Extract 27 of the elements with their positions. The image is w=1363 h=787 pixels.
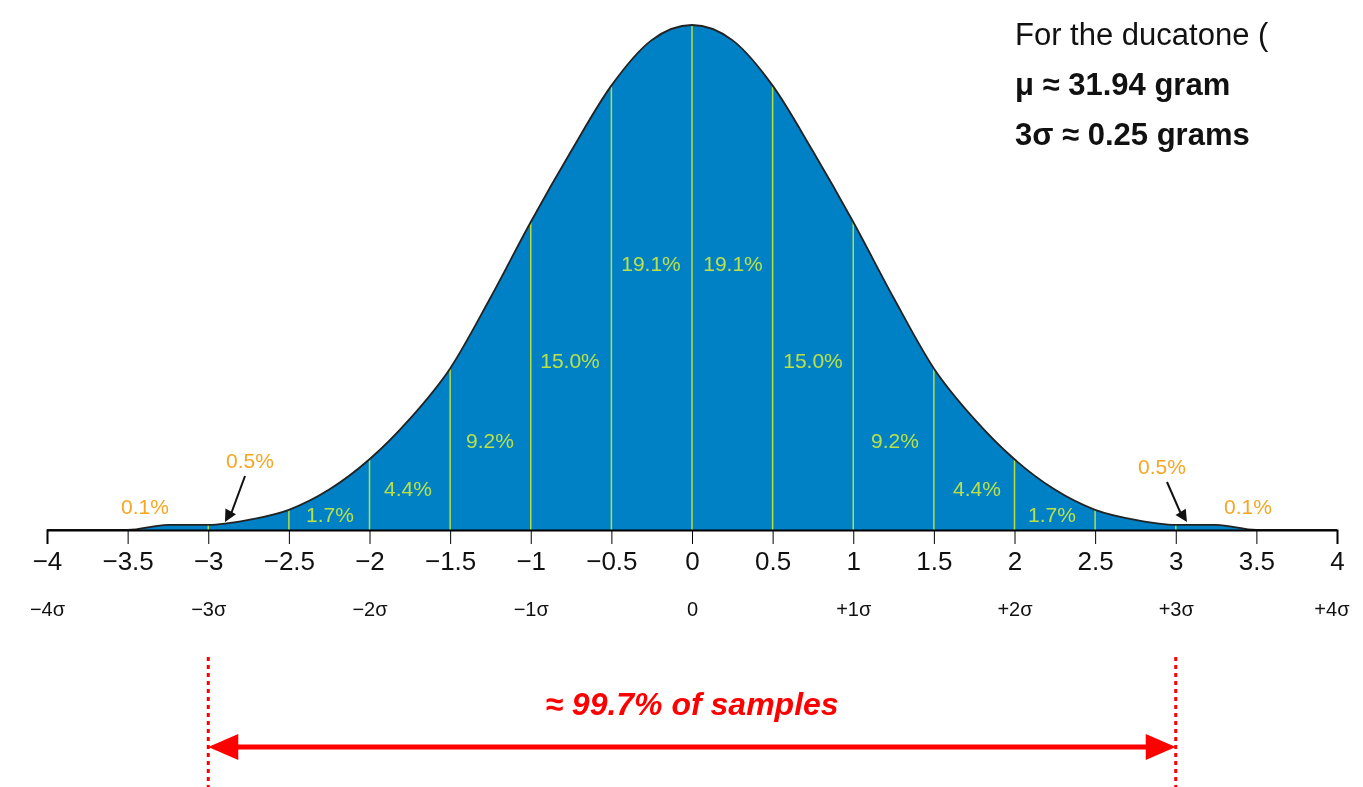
x-tick-label: 2 bbox=[1007, 546, 1023, 577]
x-tick-label: 0 bbox=[685, 546, 700, 577]
x-tick-label: 1.5 bbox=[916, 546, 953, 577]
x-tick-label: 3.5 bbox=[1238, 546, 1275, 577]
x-tick-label: 1 bbox=[846, 546, 861, 577]
x-tick-label: −0.5 bbox=[586, 546, 638, 577]
x-tick-label: −2 bbox=[355, 546, 385, 577]
x2-tick-label: −1σ bbox=[513, 598, 550, 621]
text: ≈ 99.7% of samples bbox=[545, 686, 839, 722]
x-tick-label: −1.5 bbox=[424, 546, 477, 577]
x-tick-label: −2.5 bbox=[263, 546, 316, 577]
x2-tick-label: −4σ bbox=[29, 598, 66, 621]
x2-tick-label: +2σ bbox=[997, 598, 1034, 621]
x-tick-label: 3 bbox=[1169, 546, 1184, 577]
x2-tick-label: −2σ bbox=[352, 598, 389, 621]
x-tick-label: −3 bbox=[193, 546, 224, 577]
x2-tick-label: +4σ bbox=[1314, 598, 1351, 621]
x-tick-label: −4 bbox=[32, 546, 63, 577]
x-tick-label: 2.5 bbox=[1077, 546, 1114, 577]
x2-tick-label: +1σ bbox=[836, 598, 872, 621]
x-tick-label: −3.5 bbox=[102, 546, 154, 577]
x2-tick-label: −3σ bbox=[191, 598, 227, 621]
x-tick-label: −1 bbox=[516, 546, 547, 577]
x-tick-label: 0.5 bbox=[755, 546, 792, 577]
x2-tick-label: 0 bbox=[686, 598, 699, 621]
x-tick-label: 4 bbox=[1330, 546, 1345, 577]
x2-tick-label: +3σ bbox=[1158, 598, 1195, 621]
